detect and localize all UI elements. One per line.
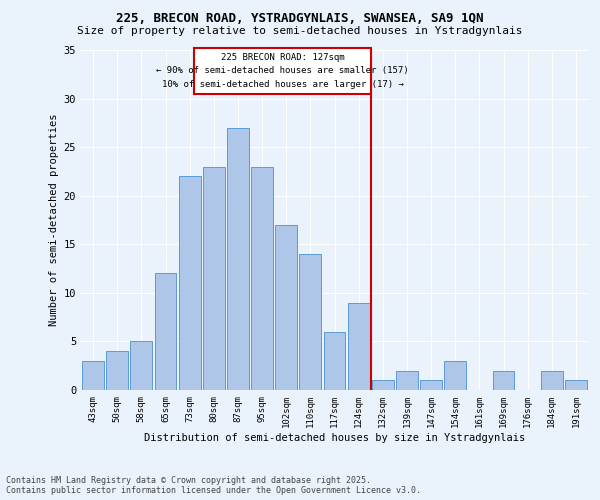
- Bar: [348, 302, 370, 390]
- Bar: [493, 370, 514, 390]
- Bar: [541, 370, 563, 390]
- Text: 225 BRECON ROAD: 127sqm
← 90% of semi-detached houses are smaller (157)
10% of s: 225 BRECON ROAD: 127sqm ← 90% of semi-de…: [156, 53, 409, 89]
- Bar: [130, 342, 152, 390]
- Bar: [299, 254, 321, 390]
- Bar: [420, 380, 442, 390]
- Bar: [106, 351, 128, 390]
- Bar: [194, 48, 371, 94]
- Bar: [372, 380, 394, 390]
- Bar: [445, 361, 466, 390]
- Bar: [565, 380, 587, 390]
- Text: Contains HM Land Registry data © Crown copyright and database right 2025.
Contai: Contains HM Land Registry data © Crown c…: [6, 476, 421, 495]
- Bar: [275, 225, 297, 390]
- Bar: [179, 176, 200, 390]
- Y-axis label: Number of semi-detached properties: Number of semi-detached properties: [49, 114, 59, 326]
- Bar: [82, 361, 104, 390]
- X-axis label: Distribution of semi-detached houses by size in Ystradgynlais: Distribution of semi-detached houses by …: [144, 432, 525, 442]
- Bar: [155, 274, 176, 390]
- Text: 225, BRECON ROAD, YSTRADGYNLAIS, SWANSEA, SA9 1QN: 225, BRECON ROAD, YSTRADGYNLAIS, SWANSEA…: [116, 12, 484, 26]
- Bar: [396, 370, 418, 390]
- Bar: [227, 128, 249, 390]
- Bar: [251, 166, 273, 390]
- Text: Size of property relative to semi-detached houses in Ystradgynlais: Size of property relative to semi-detach…: [77, 26, 523, 36]
- Bar: [203, 166, 224, 390]
- Bar: [323, 332, 346, 390]
